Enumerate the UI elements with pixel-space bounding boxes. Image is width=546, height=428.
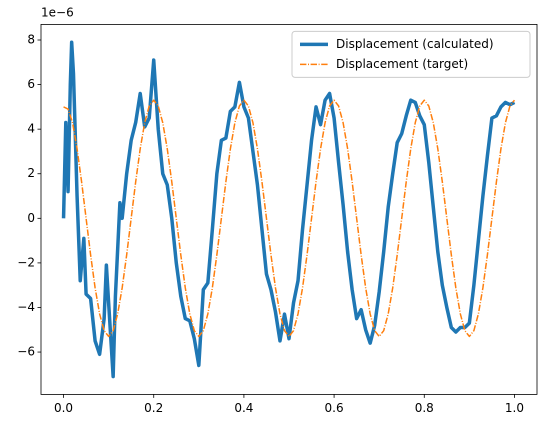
legend-label: Displacement (calculated) xyxy=(336,37,494,51)
line-series xyxy=(63,99,516,338)
y-tick-label: −4 xyxy=(17,300,35,314)
axes-frame xyxy=(40,23,538,395)
y-tick-label: 4 xyxy=(27,122,35,136)
y-offset-label: 1e−6 xyxy=(41,6,74,20)
x-tick-label: 0.2 xyxy=(144,401,163,415)
x-tick-label: 0.8 xyxy=(415,401,434,415)
x-tick-label: 0.0 xyxy=(54,401,73,415)
line-series xyxy=(61,40,516,379)
x-tick-label: 1.0 xyxy=(505,401,524,415)
y-tick-label: −6 xyxy=(17,345,35,359)
x-tick-label: 0.4 xyxy=(234,401,253,415)
y-tick-label: 0 xyxy=(27,211,35,225)
legend-box xyxy=(291,30,531,78)
y-tick-label: −2 xyxy=(17,255,35,269)
x-tick-label: 0.6 xyxy=(325,401,344,415)
y-tick-label: 6 xyxy=(27,77,35,91)
y-tick-label: 8 xyxy=(27,33,35,47)
y-tick-label: 2 xyxy=(27,166,35,180)
legend-label: Displacement (target) xyxy=(336,57,468,71)
